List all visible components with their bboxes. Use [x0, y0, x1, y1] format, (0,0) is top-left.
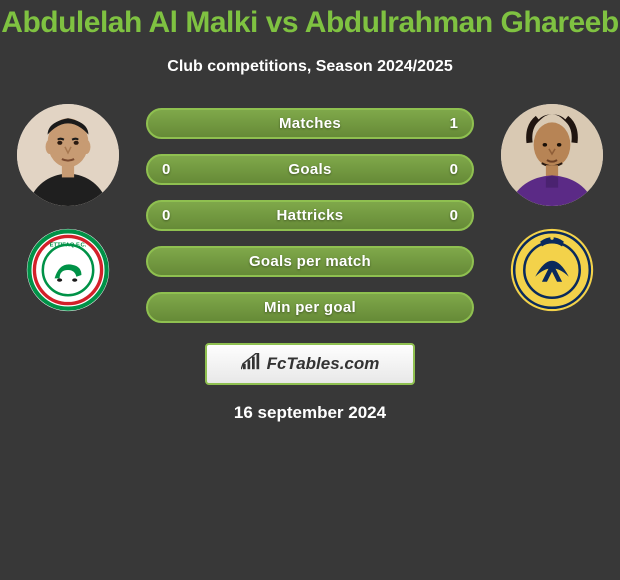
brand-text: FcTables.com [267, 354, 380, 374]
svg-text:ETTIFAQ F.C.: ETTIFAQ F.C. [50, 242, 87, 248]
stat-label: Matches [279, 115, 341, 132]
stat-bar: Goals per match [146, 246, 474, 277]
left-club-badge: ETTIFAQ F.C. [26, 228, 110, 312]
stat-bar: Min per goal [146, 292, 474, 323]
stat-bar: 0 Goals 0 [146, 154, 474, 185]
stat-right-value: 1 [450, 115, 458, 132]
right-side [492, 104, 612, 312]
stat-label: Hattricks [277, 207, 344, 224]
stat-left-value: 0 [162, 207, 170, 224]
brand-box[interactable]: FcTables.com [205, 343, 415, 385]
chart-icon [241, 353, 263, 376]
stat-bar: Matches 1 [146, 108, 474, 139]
stat-bar: 0 Hattricks 0 [146, 200, 474, 231]
left-player-avatar [17, 104, 119, 206]
right-player-avatar [501, 104, 603, 206]
subtitle: Club competitions, Season 2024/2025 [0, 58, 620, 76]
stat-right-value: 0 [450, 207, 458, 224]
comparison-row: ETTIFAQ F.C. Matches 1 0 Goals 0 0 Hattr… [0, 104, 620, 323]
stat-label: Goals [288, 161, 331, 178]
page-title: Abdulelah Al Malki vs Abdulrahman Gharee… [0, 0, 620, 40]
right-club-badge [510, 228, 594, 312]
stats-bars: Matches 1 0 Goals 0 0 Hattricks 0 Goals … [128, 108, 492, 323]
left-side: ETTIFAQ F.C. [8, 104, 128, 312]
stat-right-value: 0 [450, 161, 458, 178]
stat-left-value: 0 [162, 161, 170, 178]
stat-label: Goals per match [249, 253, 371, 270]
stat-label: Min per goal [264, 299, 356, 316]
date-text: 16 september 2024 [0, 403, 620, 423]
